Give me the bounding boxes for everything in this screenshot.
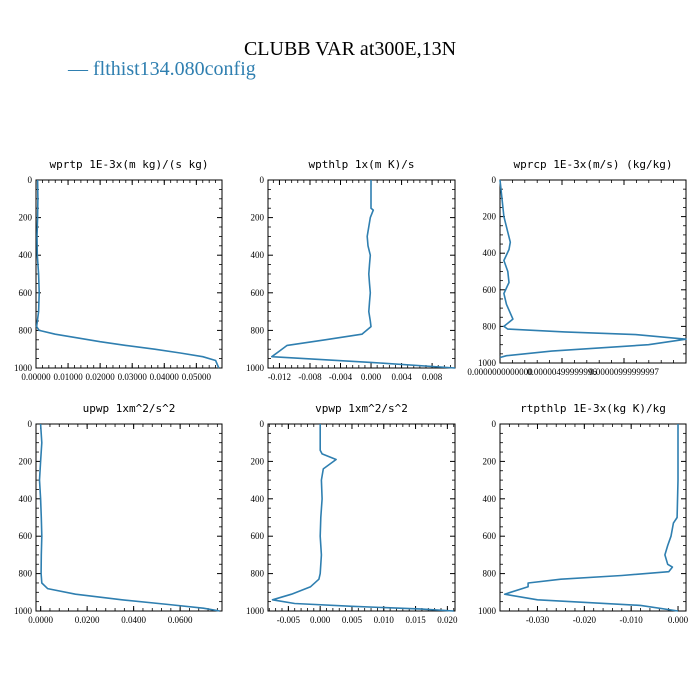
y-tick-label: 400 [19,250,33,260]
panel-title: upwp 1xm^2/s^2 [83,402,176,415]
x-tick-label: 0.01000 [53,372,83,382]
chart-panel-5: vpwp 1xm^2/s^2 0 200 400 600 800 1000 -0.005 0.0… [246,402,458,625]
x-tick-label: 0.00000499999996 [527,367,597,377]
y-tick-label: 1000 [246,363,265,373]
x-tick-label: 0.004 [391,372,412,382]
y-tick-label: 0 [28,419,33,429]
plot-frame [499,179,687,364]
plot-frame [35,423,223,612]
series-line [35,179,220,369]
y-tick-label: 600 [19,531,33,541]
y-tick-label: 400 [19,494,33,504]
y-tick-label: 400 [251,494,265,504]
y-tick-label: 800 [19,325,33,335]
x-tick-label: -0.008 [298,372,322,382]
x-tick-label: 0.04000 [150,372,180,382]
panel-title: wpthlp 1x(m K)/s [309,158,415,171]
y-tick-label: 600 [483,531,497,541]
x-tick-label: -0.030 [526,615,550,625]
y-tick-label: 400 [251,250,265,260]
x-tick-label: 0.015 [405,615,426,625]
y-tick-label: 0 [28,175,33,185]
x-tick-label: 0.0000 [28,615,53,625]
chart-panel-3: wprcp 1E-3x(m/s) (kg/kg) 0 200 400 600 800 100… [467,158,687,377]
y-tick-label: 200 [483,212,497,222]
panel-title: wprcp 1E-3x(m/s) (kg/kg) [514,158,673,171]
x-tick-label: 0.0000000000000 [467,367,533,377]
panel-title: vpwp 1xm^2/s^2 [315,402,408,415]
y-tick-label: 800 [19,569,33,579]
chart-panel-2: wpthlp 1x(m K)/s02004006008001000-0.012-… [246,158,456,382]
y-tick-label: 200 [251,213,265,223]
y-tick-label: 200 [19,213,33,223]
y-tick-label: 800 [483,321,497,331]
x-tick-label: 0.05000 [182,372,212,382]
series-line [271,424,454,612]
x-tick-label: 0.00000 [21,372,51,382]
x-tick-label: 0.03000 [118,372,148,382]
plot-frame [267,179,456,369]
y-tick-label: 400 [483,494,497,504]
y-tick-label: 200 [251,456,265,466]
series-line [38,423,220,612]
y-tick-label: 400 [483,248,497,258]
y-tick-label: 1000 [478,606,497,616]
series-line [499,179,687,359]
x-tick-label: 0.0400 [121,615,146,625]
x-tick-label: 0.010 [374,615,395,625]
y-tick-label: 0 [492,175,497,185]
y-tick-label: 600 [19,288,33,298]
y-tick-label: 0 [260,419,265,429]
y-tick-label: 1000 [14,606,33,616]
x-tick-label: 0.0600 [168,615,193,625]
y-tick-label: 800 [251,569,265,579]
y-tick-label: 1000 [14,363,33,373]
y-tick-label: 600 [483,285,497,295]
y-tick-label: 200 [19,456,33,466]
legend-label: flthist134.080config [93,58,256,80]
x-tick-label: -0.010 [620,615,644,625]
x-tick-label: -0.004 [329,372,353,382]
x-tick-label: -0.020 [573,615,597,625]
panel-title: wprtp 1E-3x(m kg)/(s kg) [50,158,209,171]
x-tick-label: -0.005 [277,615,301,625]
y-tick-label: 1000 [246,606,265,616]
y-tick-label: 200 [483,456,497,466]
y-tick-label: 800 [483,569,497,579]
x-tick-label: 0.020 [437,615,458,625]
series-line [503,424,679,612]
x-tick-label: 0.008 [422,372,443,382]
x-tick-label: 0.00000999999997 [589,367,659,377]
series-line [270,180,456,369]
y-tick-label: 600 [251,288,265,298]
x-tick-label: 0.000 [361,372,382,382]
y-tick-label: 1000 [478,358,497,368]
chart-panel-1: wprtp 1E-3x(m kg)/(s kg) 0 200 400 600 800 100… [14,158,223,382]
legend-line-marker: — [68,58,88,80]
chart-panel-6: rtpthlp 1E-3x(kg K)/kg 0 200 400 600 800 1000 -… [478,402,689,625]
x-tick-label: 0.000 [668,615,689,625]
y-tick-label: 0 [260,175,265,185]
y-tick-label: 600 [251,531,265,541]
x-tick-label: -0.012 [268,372,291,382]
y-tick-label: 0 [492,419,497,429]
x-tick-label: 0.005 [342,615,363,625]
legend: — flthist134.080config [68,58,256,81]
plot-frame [35,179,223,369]
figure-title: CLUBB VAR at300E,13N [243,38,457,60]
x-tick-label: 0.02000 [86,372,116,382]
x-tick-label: 0.0200 [75,615,100,625]
panel-title: rtpthlp 1E-3x(kg K)/kg [520,402,666,415]
x-tick-label: 0.000 [310,615,331,625]
plot-frame [267,423,456,612]
y-tick-label: 800 [251,325,265,335]
